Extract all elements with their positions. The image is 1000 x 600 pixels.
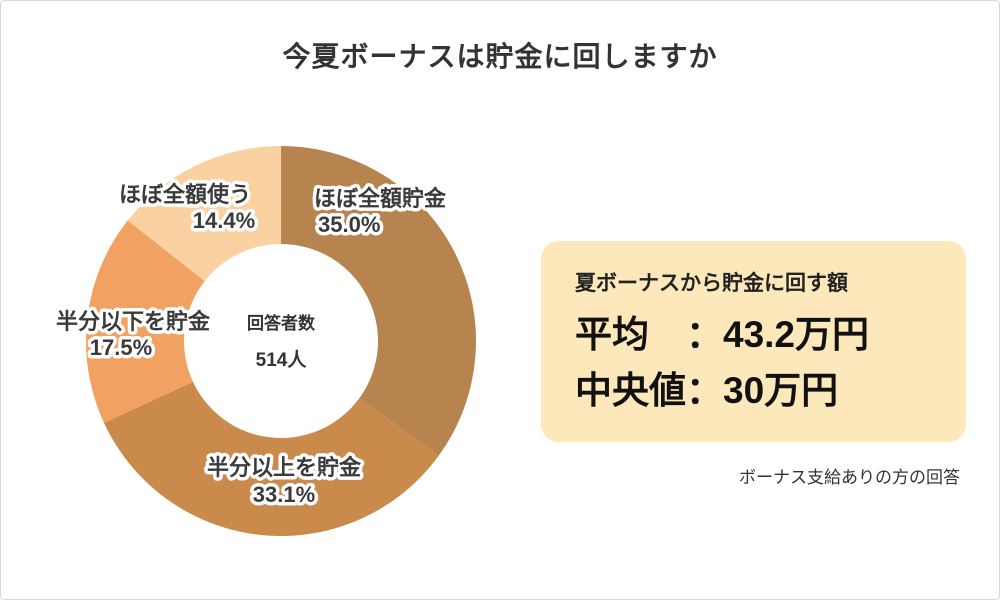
donut-slice-3 [85,220,205,423]
page-title: 今夏ボーナスは貯金に回しますか [282,41,718,72]
average-row: 平均 ：43.2万円 [575,314,870,355]
median-row: 中央値：30万円 [575,369,839,411]
donut-slice-2 [104,381,439,537]
info-box-heading: 夏ボーナスから貯金に回す額 [575,272,848,295]
slice-label-value-1: 35.0% [318,212,380,237]
chart-center-respondents-count: 514人 [256,349,308,371]
slice-label-name-4: ほぼ全額使う [119,182,251,207]
footnote: ボーナス支給ありの方の回答 [739,468,960,487]
donut-chart: ほぼ全額貯金 35.0% 半分以上を貯金 33.1% 半分以下を貯金 17.5% ほぼ全額使… [51,111,511,571]
slice-label-name-2: 半分以上を貯金 [207,455,362,480]
slice-label-name-3: 半分以下を貯金 [56,309,211,334]
chart-center-respondents-label: 回答者数 [247,313,316,333]
slice-label-value-2: 33.1% [253,482,315,507]
donut-slice-1 [281,146,477,456]
donut-slice-4 [127,146,281,282]
info-box: 夏ボーナスから貯金に回す額 平均 ：43.2万円 中央値：30万円 [541,241,966,442]
slice-label-value-3: 17.5% [90,335,152,360]
slice-label-value-4: 14.4% [193,208,255,233]
slice-label-name-1: ほぼ全額貯金 [314,186,447,211]
